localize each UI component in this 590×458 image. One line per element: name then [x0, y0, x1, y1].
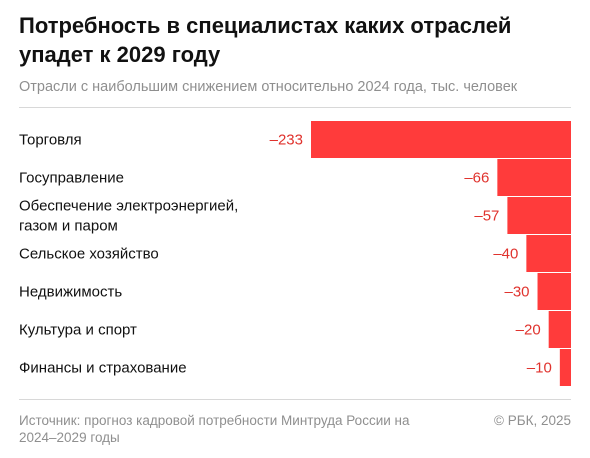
category-label: Обеспечение электроэнергией, газом и паро… [19, 198, 238, 235]
category-label-line: газом и паром [19, 218, 118, 235]
category-label-line: Недвижимость [19, 284, 122, 301]
bar [559, 349, 571, 386]
bar [507, 197, 571, 234]
category-label: Недвижимость [19, 284, 122, 301]
bar [537, 273, 571, 310]
value-label: –40 [493, 246, 518, 263]
bar [311, 121, 571, 158]
category-label: Госуправление [19, 170, 124, 187]
value-label: –30 [504, 284, 529, 301]
bars-group: –233 Торговля –66 Госуправление –57 Обеспечен… [19, 121, 571, 386]
value-label: –20 [516, 322, 541, 339]
category-label: Финансы и страхование [19, 360, 187, 377]
category-label: Культура и спорт [19, 322, 137, 339]
category-label-line: Торговля [19, 132, 82, 149]
bar [548, 311, 571, 348]
value-label: –233 [270, 132, 303, 149]
bar [497, 159, 571, 196]
category-label-line: Обеспечение электроэнергией, [19, 198, 238, 215]
category-label-line: Госуправление [19, 170, 124, 187]
category-label: Сельское хозяйство [19, 246, 159, 263]
copyright-credit: © РБК, 2025 [494, 413, 571, 428]
bottom-divider [19, 399, 571, 400]
value-label: –66 [464, 170, 489, 187]
category-label-line: Культура и спорт [19, 322, 137, 339]
category-label: Торговля [19, 132, 82, 149]
chart-subtitle: Отрасли с наибольшим снижением относител… [19, 79, 518, 95]
value-label: –57 [474, 208, 499, 225]
value-label: –10 [527, 360, 552, 377]
source-note: Источник: прогноз кадровой потребности М… [19, 413, 410, 445]
category-label-line: Финансы и страхование [19, 360, 187, 377]
chart-title: Потребность в специалистах каких отрасле… [19, 13, 512, 67]
top-divider [19, 107, 571, 108]
bar [526, 235, 571, 272]
category-label-line: Сельское хозяйство [19, 246, 159, 263]
